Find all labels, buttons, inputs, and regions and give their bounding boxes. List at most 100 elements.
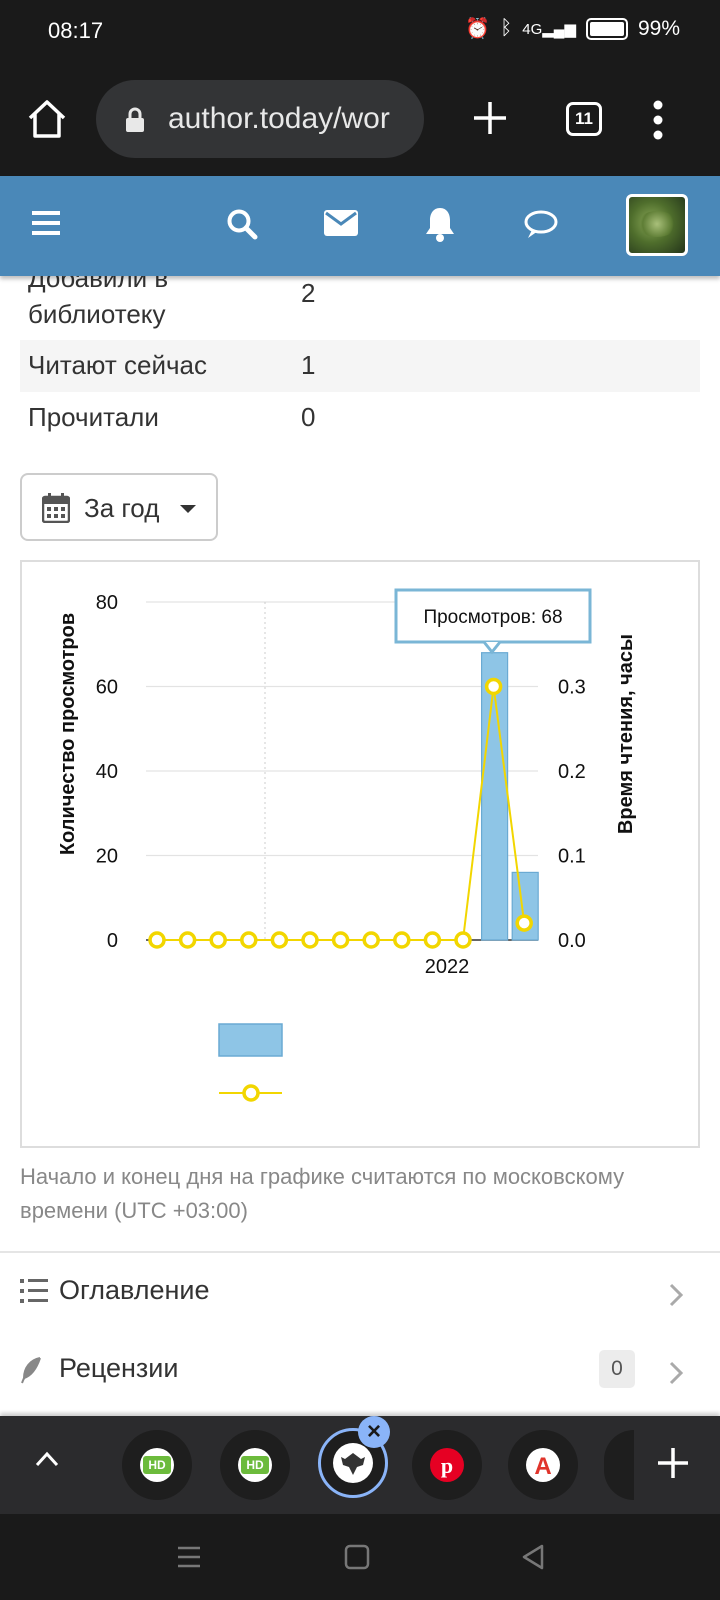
tab-thumbnail-hd-1[interactable]: HD bbox=[122, 1430, 192, 1500]
y-tick-label-left: 0 bbox=[107, 930, 118, 952]
line-point[interactable] bbox=[209, 931, 227, 949]
hd-icon: HD bbox=[238, 1448, 272, 1482]
work-statistics: Добавили в библиотеку 2 Читают сейчас 1 … bbox=[0, 276, 720, 1416]
reading-time-line bbox=[157, 686, 526, 941]
pinterest-icon: p bbox=[430, 1448, 464, 1482]
line-point[interactable] bbox=[484, 677, 503, 696]
list-icon bbox=[20, 1279, 48, 1303]
section-label: Оглавление bbox=[59, 1275, 210, 1305]
stat-value: 2 bbox=[301, 278, 316, 308]
bluetooth-icon: ᛒ bbox=[500, 17, 513, 39]
stat-label: Прочитали bbox=[28, 402, 159, 432]
period-dropdown[interactable]: За год bbox=[20, 473, 218, 541]
chevron-right-icon bbox=[669, 1283, 684, 1307]
browser-toolbar: author.today/wor 11 bbox=[0, 66, 720, 176]
user-avatar[interactable] bbox=[626, 194, 688, 256]
stat-row-finished: Прочитали 0 bbox=[20, 392, 700, 444]
close-tab-icon[interactable]: × bbox=[358, 1416, 390, 1448]
legend-bar-swatch bbox=[218, 1023, 283, 1057]
feather-icon bbox=[21, 1357, 41, 1384]
y-tick-label-right: 0.2 bbox=[558, 761, 586, 783]
section-toc[interactable]: Оглавление bbox=[0, 1256, 720, 1328]
stat-row-reading-now: Читают сейчас 1 bbox=[20, 340, 700, 392]
chart-legend bbox=[218, 1023, 283, 1102]
line-point[interactable] bbox=[331, 931, 350, 949]
chart-tooltip: Просмотров: 68 bbox=[394, 588, 592, 655]
y-tick-label-right: 0.3 bbox=[558, 677, 586, 699]
status-time: 08:17 bbox=[48, 18, 104, 43]
line-point[interactable] bbox=[148, 931, 166, 949]
stat-label: Читают сейчас bbox=[28, 350, 207, 380]
stat-value: 0 bbox=[301, 402, 316, 432]
line-point[interactable] bbox=[515, 914, 533, 932]
legend-line-marker bbox=[242, 1084, 260, 1102]
y-axis-label-left: Количество просмотров bbox=[57, 613, 79, 855]
line-point[interactable] bbox=[178, 931, 197, 949]
hamburger-menu-icon[interactable] bbox=[32, 210, 60, 236]
chat-icon[interactable] bbox=[524, 210, 558, 240]
battery-percent: 99% bbox=[637, 16, 680, 40]
signal-icon: 4G▂▄▆ bbox=[522, 20, 576, 38]
home-icon[interactable] bbox=[26, 98, 68, 140]
y-axis-label-right: Время чтения, часы bbox=[615, 634, 637, 834]
section-reviews[interactable]: Рецензии 0 bbox=[0, 1334, 720, 1406]
stat-value: 1 bbox=[301, 350, 316, 380]
battery-icon bbox=[585, 17, 628, 40]
alarm-icon: ⏰ bbox=[465, 18, 491, 40]
site-header bbox=[0, 176, 720, 276]
divider bbox=[0, 1251, 720, 1253]
system-nav-bar bbox=[0, 1514, 720, 1600]
stat-row-library: Добавили в библиотеку 2 bbox=[20, 276, 700, 330]
more-menu-icon[interactable] bbox=[652, 100, 664, 140]
tab-thumbnail-pinterest[interactable]: p bbox=[412, 1430, 482, 1500]
y-tick-label-left: 40 bbox=[96, 761, 118, 783]
chevron-right-icon bbox=[669, 1361, 684, 1385]
status-bar: 08:17 ⏰ ᛒ 4G▂▄▆ 99% bbox=[0, 0, 720, 66]
bell-icon[interactable] bbox=[424, 206, 456, 242]
new-tab-plus-icon[interactable] bbox=[656, 1446, 690, 1480]
chevron-up-icon[interactable] bbox=[34, 1450, 60, 1468]
caret-down-icon bbox=[180, 505, 196, 513]
recent-apps-icon[interactable] bbox=[176, 1544, 202, 1570]
line-point[interactable] bbox=[240, 931, 258, 949]
calendar-icon bbox=[42, 493, 70, 523]
hd-icon: HD bbox=[140, 1448, 174, 1482]
line-point[interactable] bbox=[454, 931, 472, 949]
url-field[interactable]: author.today/wor bbox=[96, 80, 424, 158]
a-logo-icon: A bbox=[526, 1448, 560, 1482]
tab-thumbnail-partial[interactable] bbox=[604, 1430, 634, 1500]
section-label: Рецензии bbox=[59, 1353, 179, 1383]
x-tick-label: 2022 bbox=[425, 956, 470, 978]
line-point[interactable] bbox=[301, 931, 319, 949]
line-point[interactable] bbox=[423, 931, 442, 949]
stat-label: Добавили в bbox=[28, 276, 169, 293]
stat-label: библиотеку bbox=[28, 299, 166, 329]
url-text: author.today/wor bbox=[168, 102, 390, 135]
tab-thumbnail-hd-2[interactable]: HD bbox=[220, 1430, 290, 1500]
timezone-note: Начало и конец дня на графике считаются … bbox=[20, 1164, 625, 1223]
svg-text:A: A bbox=[534, 1453, 551, 1480]
tab-thumbnail-a[interactable]: A bbox=[508, 1430, 578, 1500]
line-point[interactable] bbox=[362, 931, 380, 949]
y-tick-label-left: 20 bbox=[96, 846, 118, 868]
tooltip-text: Просмотров: 68 bbox=[423, 607, 562, 628]
new-tab-icon[interactable] bbox=[470, 98, 510, 138]
period-label: За год bbox=[84, 493, 160, 523]
browser-tab-strip: HD HD × p A bbox=[0, 1416, 720, 1514]
home-nav-icon[interactable] bbox=[344, 1544, 370, 1570]
eagle-logo-icon bbox=[333, 1443, 373, 1483]
line-point[interactable] bbox=[393, 931, 411, 949]
lock-icon bbox=[126, 107, 144, 132]
back-nav-icon[interactable] bbox=[520, 1544, 546, 1570]
reviews-count-badge: 0 bbox=[599, 1350, 635, 1388]
svg-text:p: p bbox=[441, 1453, 453, 1478]
tab-switcher-button[interactable]: 11 bbox=[566, 102, 602, 136]
search-icon[interactable] bbox=[226, 208, 258, 240]
tab-thumbnail-active[interactable] bbox=[318, 1428, 388, 1498]
mail-icon[interactable] bbox=[324, 210, 358, 236]
line-point[interactable] bbox=[270, 931, 289, 949]
y-tick-label-right: 0.1 bbox=[558, 846, 586, 868]
y-tick-label-right: 0.0 bbox=[558, 930, 586, 952]
